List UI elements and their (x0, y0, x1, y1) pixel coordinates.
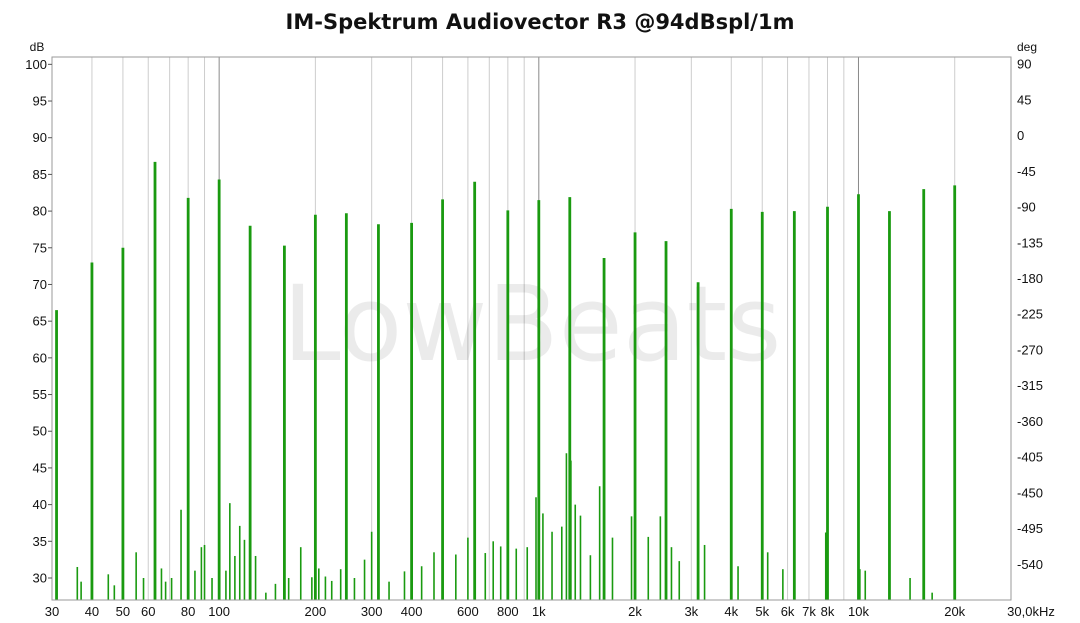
y-tick-label: 65 (33, 314, 47, 329)
x-tick-label: 200 (305, 604, 327, 619)
x-tick-label: 2k (628, 604, 642, 619)
x-tick-label: 5k (755, 604, 769, 619)
x-tick-label: 20k (944, 604, 965, 619)
y2-tick-label: -450 (1017, 485, 1043, 500)
y2-tick-label: -135 (1017, 235, 1043, 250)
y-tick-label: 70 (33, 277, 47, 292)
x-tick-label: 30,0kHz (1007, 604, 1055, 619)
y2-tick-label: -90 (1017, 200, 1036, 215)
y2-tick-label: -180 (1017, 271, 1043, 286)
x-tick-label: 80 (181, 604, 195, 619)
y-tick-label: 50 (33, 424, 47, 439)
y-tick-label: 75 (33, 240, 47, 255)
y-tick-label: 35 (33, 534, 47, 549)
x-tick-label: 6k (781, 604, 795, 619)
x-tick-label: 7k (802, 604, 816, 619)
y2-tick-label: -45 (1017, 164, 1036, 179)
x-tick-label: 10k (848, 604, 869, 619)
y2-tick-label: -540 (1017, 557, 1043, 572)
x-tick-label: 4k (724, 604, 738, 619)
y-tick-label: 100 (25, 57, 47, 72)
y2-tick-label: 45 (1017, 92, 1031, 107)
x-tick-label: 600 (457, 604, 479, 619)
y2-tick-label: -405 (1017, 450, 1043, 465)
y-tick-label: 95 (33, 94, 47, 109)
x-tick-label: 800 (497, 604, 519, 619)
y-tick-label: 55 (33, 387, 47, 402)
x-tick-label: 1k (532, 604, 546, 619)
x-tick-label: 400 (401, 604, 423, 619)
y2-tick-label: -495 (1017, 521, 1043, 536)
x-tick-label: 100 (208, 604, 230, 619)
y-tick-label: 85 (33, 167, 47, 182)
y2-tick-label: -270 (1017, 342, 1043, 357)
y-tick-label: 90 (33, 130, 47, 145)
y2-tick-label: 0 (1017, 128, 1024, 143)
plot-frame (51, 56, 1012, 601)
y-tick-label: 60 (33, 350, 47, 365)
spectrum-trace (55, 161, 957, 600)
y2-axis-unit: deg (1017, 40, 1037, 54)
y-tick-label: 40 (33, 497, 47, 512)
x-tick-label: 300 (361, 604, 383, 619)
y-tick-label: 80 (33, 204, 47, 219)
y2-tick-label: -360 (1017, 414, 1043, 429)
x-tick-label: 60 (141, 604, 155, 619)
x-tick-label: 30 (45, 604, 59, 619)
y-axis-unit: dB (30, 40, 45, 54)
x-tick-label: 50 (116, 604, 130, 619)
y-tick-label: 45 (33, 460, 47, 475)
y2-tick-label: 90 (1017, 57, 1031, 72)
y2-tick-label: -225 (1017, 307, 1043, 322)
chart-title: IM-Spektrum Audiovector R3 @94dBspl/1m (286, 10, 795, 34)
axis-labels: 100 95 90 85 80 75 70 65 60 55 50 45 40 35 30 90 45 0 -45 -… (25, 57, 1055, 619)
y-tick-label: 30 (33, 570, 47, 585)
watermark: LowBeats (283, 263, 782, 385)
x-tick-label: 3k (684, 604, 698, 619)
x-tick-label: 40 (85, 604, 99, 619)
y2-tick-label: -315 (1017, 378, 1043, 393)
x-tick-label: 8k (821, 604, 835, 619)
plot-background (52, 57, 1011, 600)
